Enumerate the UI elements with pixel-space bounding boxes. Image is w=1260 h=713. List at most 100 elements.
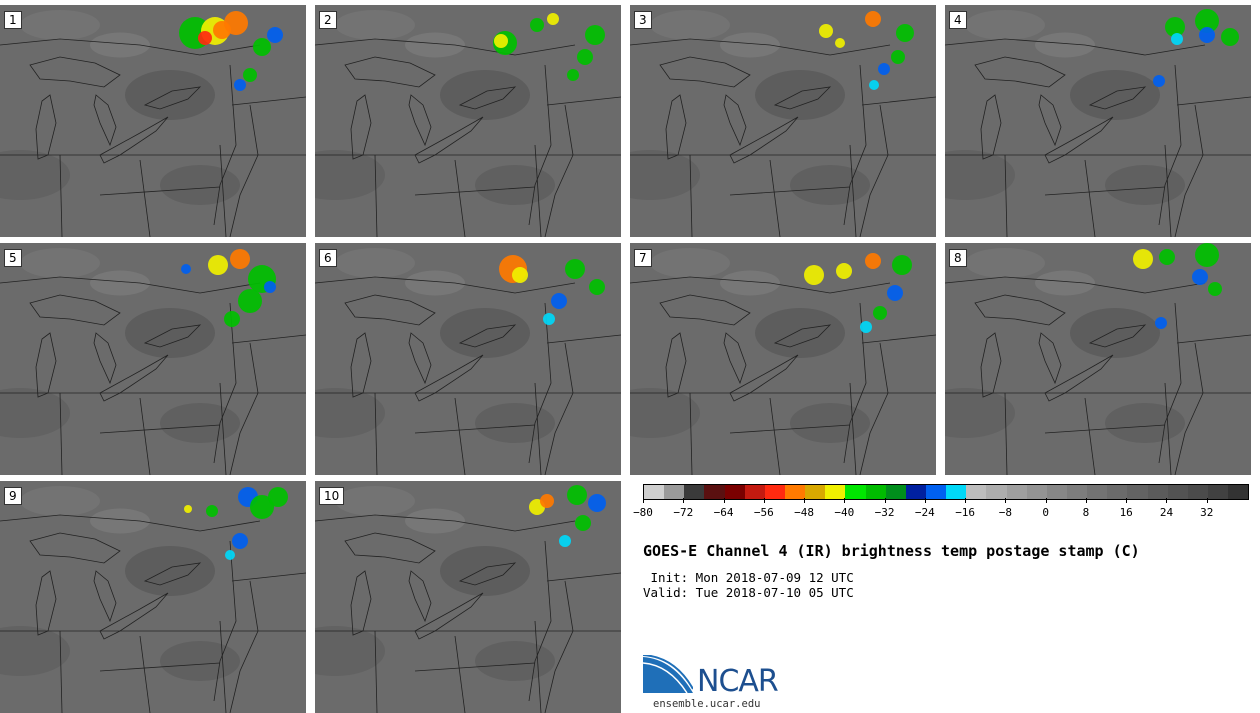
map-boundary-line xyxy=(93,94,117,147)
cloud-top-feature xyxy=(887,285,903,301)
map-boundary-line xyxy=(945,38,1206,56)
map-boundary-line xyxy=(980,332,1002,398)
colorbar-tick-label: −64 xyxy=(713,506,734,519)
cloud-top-feature xyxy=(860,321,872,333)
colorbar-swatch xyxy=(744,485,765,499)
cloud-top-feature xyxy=(250,495,274,519)
map-boundary-line xyxy=(93,570,117,623)
colorbar-swatch xyxy=(644,485,665,499)
map-boundary-line xyxy=(414,116,484,164)
colorbar-swatch xyxy=(925,485,947,499)
postage-stamp-panel: 3 xyxy=(630,5,936,237)
colorbar-tick-label: 24 xyxy=(1159,506,1174,519)
colorbar-swatch xyxy=(1026,485,1047,499)
cloud-top-feature xyxy=(878,63,890,75)
colorbar-swatch xyxy=(1228,485,1249,499)
colorbar-tick xyxy=(804,498,806,503)
cloud-top-feature xyxy=(198,31,212,45)
postage-stamp-panel: 1 xyxy=(0,5,306,237)
map-boundary-line xyxy=(769,397,781,475)
map-boundary-line xyxy=(1088,86,1147,110)
cloud-top-feature xyxy=(589,279,605,295)
colorbar-tick-label: −48 xyxy=(794,506,814,519)
cloud-top-feature xyxy=(869,80,879,90)
colorbar-swatch xyxy=(664,485,685,499)
colorbar-tick-label: −40 xyxy=(834,506,855,519)
map-boundary-line xyxy=(93,332,117,385)
map-boundary-line xyxy=(408,94,432,147)
map-boundary-line xyxy=(659,294,751,326)
map-boundary-line xyxy=(219,144,227,237)
cloud-top-feature xyxy=(224,311,240,327)
map-boundary-line xyxy=(980,94,1002,160)
map-boundary-line xyxy=(723,332,747,385)
map-boundary-line xyxy=(35,570,57,636)
map-boundary-line xyxy=(350,332,372,398)
colorbar-swatch xyxy=(986,485,1007,499)
colorbar-swatch xyxy=(805,485,826,499)
map-boundary-line xyxy=(665,94,687,160)
map-boundary-line xyxy=(1164,144,1172,237)
map-boundary-line xyxy=(665,332,687,398)
map-boundary-line xyxy=(229,580,259,713)
colorbar-tick-label: 0 xyxy=(1042,506,1049,519)
cloud-top-feature xyxy=(1155,317,1167,329)
cloud-top-feature xyxy=(575,515,591,531)
colorbar-swatch xyxy=(724,485,745,499)
colorbar-tick xyxy=(1005,498,1007,503)
map-boundary-line xyxy=(219,382,227,475)
colorbar-swatch xyxy=(1167,485,1188,499)
map-boundary-line xyxy=(546,334,621,344)
satellite-map xyxy=(0,481,306,713)
satellite-map xyxy=(945,5,1251,237)
colorbar-tick-label: −24 xyxy=(914,506,935,519)
map-boundary-line xyxy=(689,392,693,475)
colorbar-swatch xyxy=(1127,485,1148,499)
map-boundary-line xyxy=(350,94,372,160)
satellite-map xyxy=(630,243,936,475)
postage-stamp-panel: 7 xyxy=(630,243,936,475)
postage-stamp-panel: 10 xyxy=(315,481,621,713)
map-boundary-line xyxy=(1038,94,1062,147)
cloud-top-feature xyxy=(267,27,283,43)
colorbar-swatch xyxy=(1187,485,1208,499)
colorbar-swatch xyxy=(1087,485,1108,499)
map-boundary-line xyxy=(1174,104,1204,237)
cloud-top-feature xyxy=(1153,75,1165,87)
map-boundary-line xyxy=(139,635,151,713)
map-boundary-line xyxy=(546,96,621,106)
colorbar-tick-label: −80 xyxy=(633,506,653,519)
map-boundary-line xyxy=(534,620,542,713)
colorbar-tick xyxy=(1206,498,1208,503)
map-boundary-line xyxy=(849,382,857,475)
satellite-map xyxy=(0,5,306,237)
cloud-top-feature xyxy=(206,505,218,517)
map-boundary-line xyxy=(528,540,552,702)
map-boundary-line xyxy=(843,64,867,226)
colorbar-tick-label: −72 xyxy=(673,506,694,519)
map-boundary-line xyxy=(344,532,436,564)
cloud-top-feature xyxy=(835,38,845,48)
figure-title: GOES-E Channel 4 (IR) brightness temp po… xyxy=(643,542,1140,560)
postage-stamp-panel: 4 xyxy=(945,5,1251,237)
map-boundary-line xyxy=(1164,382,1172,475)
map-boundary-line xyxy=(99,116,169,164)
colorbar-tick-label: 32 xyxy=(1200,506,1214,519)
map-boundary-line xyxy=(229,104,259,237)
colorbar-tick xyxy=(683,498,685,503)
map-boundary-line xyxy=(546,572,621,582)
satellite-map xyxy=(315,5,621,237)
colorbar-tick xyxy=(884,498,886,503)
map-boundary-line xyxy=(414,424,536,434)
satellite-map xyxy=(945,243,1251,475)
postage-stamp-panel: 5 xyxy=(0,243,306,475)
colorbar-swatch xyxy=(885,485,906,499)
map-boundary-line xyxy=(0,38,261,56)
cloud-top-feature xyxy=(892,255,912,275)
cloud-top-feature xyxy=(836,263,852,279)
cloud-top-feature xyxy=(225,550,235,560)
cloud-top-feature xyxy=(1133,249,1153,269)
colorbar-tick xyxy=(1045,498,1047,503)
cloud-top-feature xyxy=(234,79,246,91)
map-boundary-line xyxy=(315,514,576,532)
